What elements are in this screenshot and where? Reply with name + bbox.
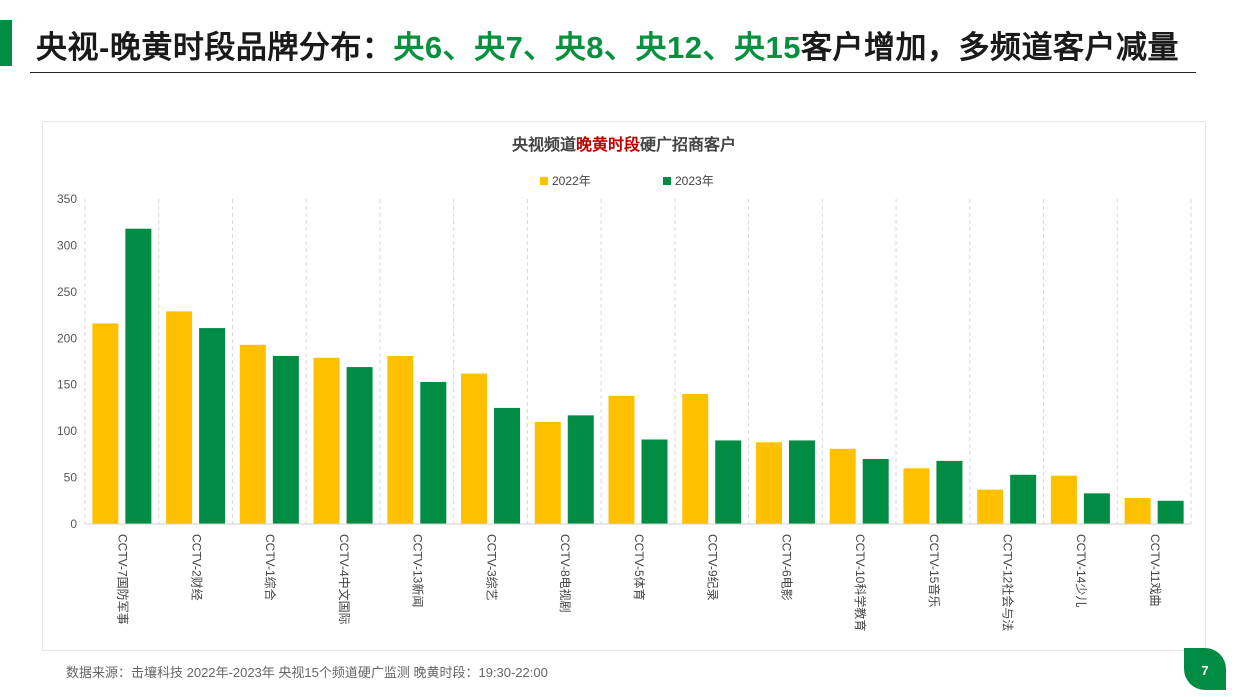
bar-2022-1 [166,311,193,524]
bar-2023-13 [1083,493,1110,524]
bar-2023-0 [125,228,152,524]
x-tick-label: CCTV-9纪录 [706,534,720,601]
x-tick-label: CCTV-7国防军事 [116,534,131,625]
x-tick-label: CCTV-13新闻 [411,534,426,607]
title-divider [30,72,1196,73]
bar-2022-4 [387,355,414,524]
bar-2023-1 [199,328,226,524]
bar-2022-11 [903,468,930,524]
chart-title: 央视频道晚黄时段硬广招商客户 [512,135,736,154]
x-tick-label: CCTV-2财经 [189,534,203,601]
x-tick-label: CCTV-14少儿 [1074,534,1088,607]
bar-2022-0 [92,323,119,524]
bar-2023-14 [1157,500,1184,524]
page-title-suffix: 客户增加，多频道客户减量 [801,30,1180,65]
x-tick-label: CCTV-3综艺 [484,534,498,601]
y-tick-label: 200 [57,331,77,345]
bar-2022-14 [1124,498,1151,524]
y-tick-label: 300 [57,238,77,252]
bar-2022-3 [313,357,340,524]
bar-2023-8 [715,440,742,524]
chart-legend: 2022年 2023年 [540,174,714,188]
chart-title-part1: 央视频道 [512,135,576,154]
legend-swatch-0 [540,177,548,185]
footer-source: 数据来源：击壤科技 2022年-2023年 央视15个频道硬广监测 晚黄时段：1… [66,665,548,680]
bar-2023-12 [1010,474,1037,524]
bar-2022-12 [977,489,1004,524]
legend-label-1: 2023年 [675,174,714,188]
y-tick-label: 0 [70,517,77,531]
x-tick-label: CCTV-8电视剧 [558,534,573,613]
bar-2022-13 [1050,475,1077,524]
bar-2022-8 [682,394,709,524]
chart-title-part2: 晚黄时段 [576,135,641,154]
page-title-highlight: 央6、央7、央8、央12、央15 [393,30,802,65]
bar-2023-5 [494,407,521,524]
bar-2023-6 [567,415,594,524]
page-title: 央视-晚黄时段品牌分布：央6、央7、央8、央12、央15客户增加，多频道客户减量 [36,22,1179,67]
bar-2022-5 [461,373,488,524]
x-tick-label: CCTV-12社会与法 [1000,534,1015,631]
y-tick-label: 350 [57,192,77,206]
legend-swatch-1 [663,177,671,185]
x-tick-label: CCTV-4中文国际 [337,534,352,625]
bar-2022-9 [755,442,782,524]
x-tick-label: CCTV-15音乐 [927,534,942,607]
chart-title-part3: 硬广招商客户 [640,135,736,154]
x-tick-label: CCTV-11戏曲 [1148,534,1162,606]
page-number: 7 [1201,663,1209,678]
bar-2022-10 [829,448,856,524]
bar-2022-2 [239,344,266,524]
title-accent-bar [0,20,12,66]
chart-grid [84,199,1192,524]
bar-chart: 央视频道晚黄时段硬广招商客户 2022年 2023年 0 50 100 150 200 25… [57,135,1192,631]
page-title-prefix: 央视-晚黄时段品牌分布： [36,30,394,65]
y-tick-label: 100 [57,424,77,438]
x-tick-label: CCTV-1综合 [263,534,278,601]
page-number-badge: 7 [1184,648,1226,690]
x-tick-label: CCTV-10科学教育 [853,534,868,631]
y-axis: 0 50 100 150 200 250 300 350 [57,192,77,531]
bar-2023-2 [272,355,299,524]
chart-card: 央视频道晚黄时段硬广招商客户 2022年 2023年 0 50 100 150 200 25… [42,121,1206,651]
bar-2023-11 [936,460,963,524]
y-tick-label: 150 [57,378,77,392]
bar-2023-10 [862,459,889,524]
chart-bars [92,228,1184,524]
y-tick-label: 50 [64,471,78,485]
x-tick-label: CCTV-6电影 [779,534,793,601]
bar-2023-9 [788,440,815,524]
x-axis: CCTV-7国防军事 CCTV-2财经 CCTV-1综合 CCTV-4中文国际 CCTV… [85,523,1191,631]
bar-2022-6 [534,421,561,524]
bar-2023-3 [346,367,373,524]
y-tick-label: 250 [57,285,77,299]
bar-2022-7 [608,395,635,524]
legend-label-0: 2022年 [552,174,591,188]
x-tick-label: CCTV-5体育 [632,534,647,601]
bar-2023-4 [420,381,447,524]
bar-2023-7 [641,439,668,524]
